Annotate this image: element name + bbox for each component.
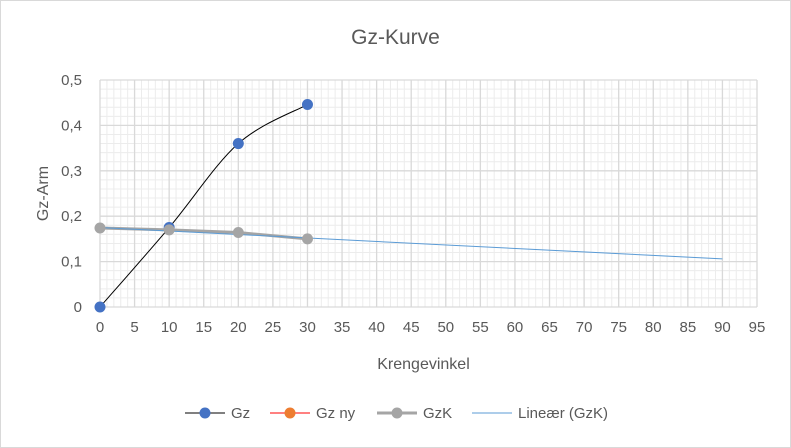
series-gz-point (94, 301, 106, 313)
legend-gz-ny-marker (284, 407, 296, 419)
x-axis-label: Krengevinkel (377, 356, 470, 373)
x-tick-label: 5 (130, 319, 138, 336)
x-tick-label: 40 (368, 319, 385, 336)
legend-gzk-marker (391, 407, 403, 419)
y-tick-label: 0,3 (61, 163, 82, 180)
series-gz-line (99, 104, 308, 308)
series-gz-point (301, 99, 313, 111)
y-tick-label: 0,1 (61, 254, 82, 271)
series-gzk-point (163, 224, 175, 236)
chart-title: Gz-Kurve (351, 26, 440, 49)
x-tick-label: 75 (610, 319, 627, 336)
x-tick-label: 30 (299, 319, 316, 336)
x-tick-label: 10 (161, 319, 178, 336)
x-tick-label: 85 (679, 319, 696, 336)
series-gzk-point (301, 233, 313, 245)
x-tick-label: 90 (714, 319, 731, 336)
legend-linear-gzk-label: Lineær (GzK) (518, 405, 608, 422)
legend-gz-marker (199, 407, 211, 419)
x-tick-label: 50 (437, 319, 454, 336)
x-tick-label: 15 (195, 319, 212, 336)
y-tick-label: 0,5 (61, 72, 82, 89)
x-tick-label: 25 (265, 319, 282, 336)
legend-gzk-label: GzK (423, 405, 452, 422)
x-tick-label: 60 (507, 319, 524, 336)
series-gzk-point (232, 227, 244, 239)
series-linear-gzk-trendline (99, 227, 723, 260)
x-tick-label: 70 (576, 319, 593, 336)
x-tick-label: 55 (472, 319, 489, 336)
y-axis-label: Gz-Arm (35, 166, 52, 221)
y-tick-label: 0,2 (61, 208, 82, 225)
legend-gz-ny-label: Gz ny (316, 405, 356, 422)
legend-gz-label: Gz (231, 405, 250, 422)
series-gzk-point (94, 222, 106, 234)
x-tick-label: 0 (96, 319, 104, 336)
x-tick-label: 80 (645, 319, 662, 336)
x-tick-label: 20 (230, 319, 247, 336)
x-tick-label: 45 (403, 319, 420, 336)
series-gz-point (232, 138, 244, 150)
x-tick-label: 65 (541, 319, 558, 336)
y-tick-label: 0,4 (61, 117, 82, 134)
y-tick-label: 0 (74, 299, 82, 316)
x-tick-label: 35 (334, 319, 351, 336)
x-tick-label: 95 (749, 319, 766, 336)
